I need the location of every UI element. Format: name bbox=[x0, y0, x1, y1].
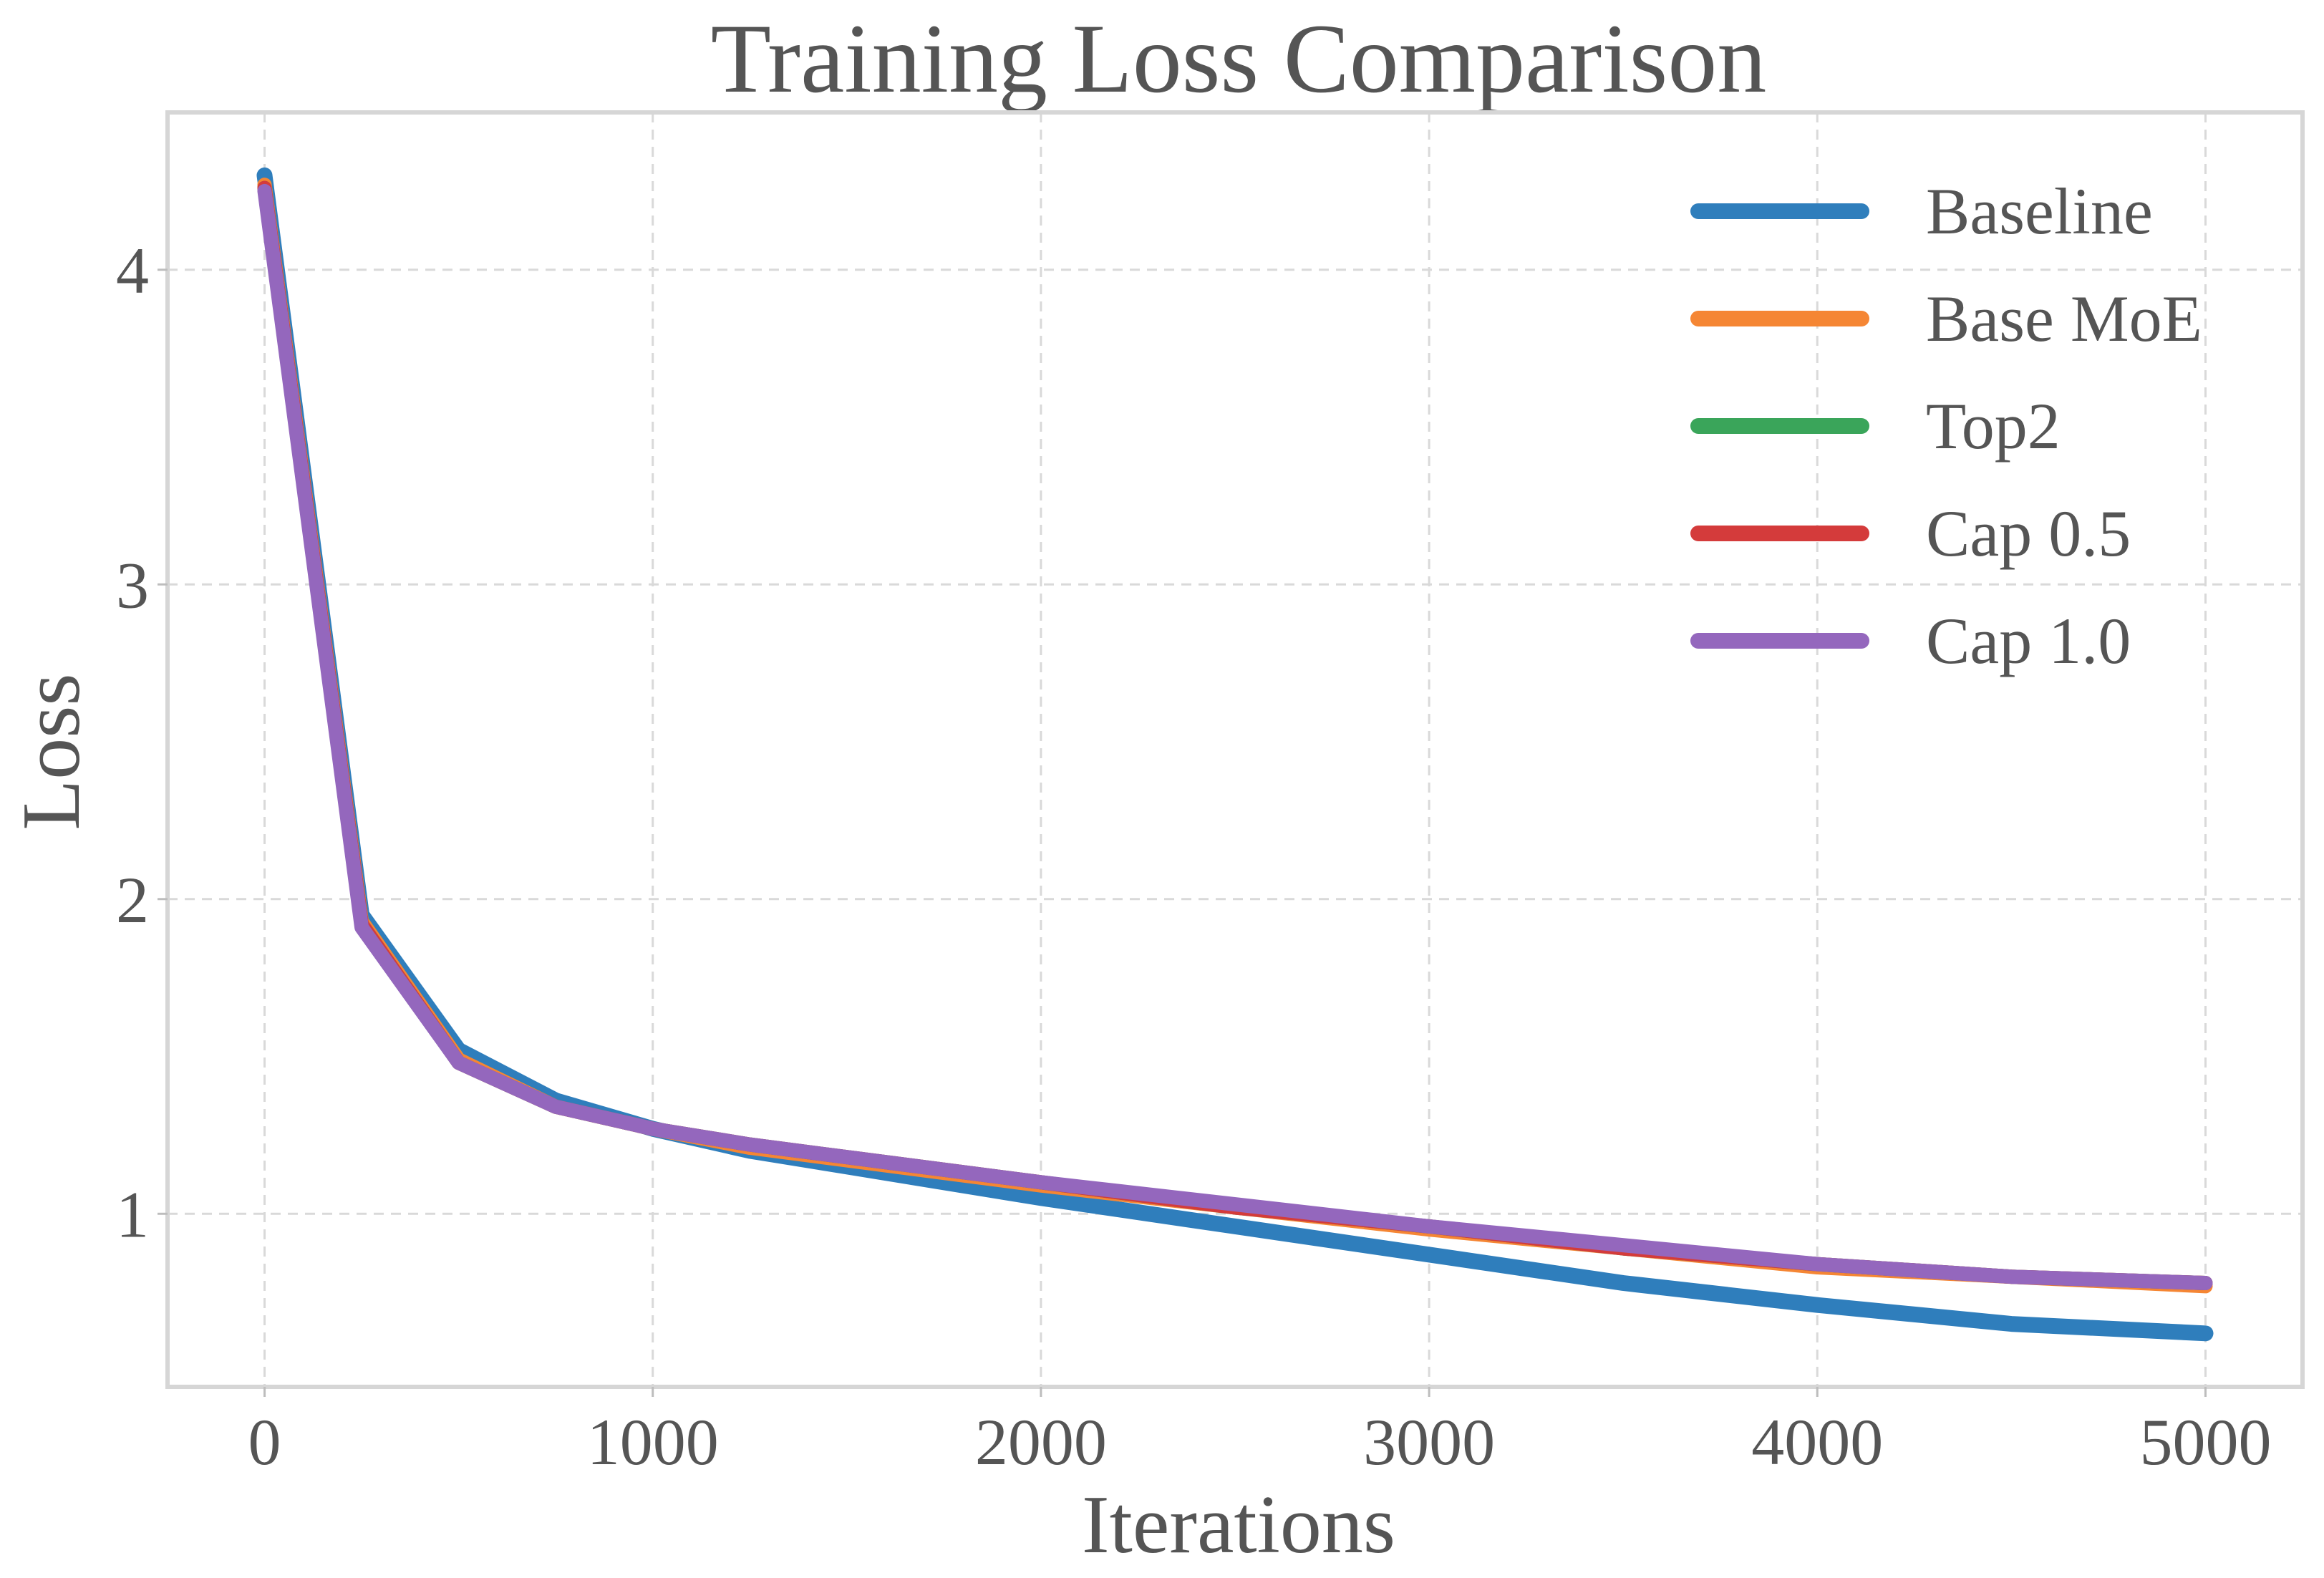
plot-frame bbox=[165, 110, 2305, 1389]
legend-label-base-moe: Base MoE bbox=[1926, 282, 2202, 355]
legend-label-cap-1-0: Cap 1.0 bbox=[1926, 604, 2131, 677]
x-tick-label: 3000 bbox=[1363, 1405, 1495, 1478]
series-line-base-moe bbox=[257, 178, 2213, 1294]
x-axis-label: Iterations bbox=[1082, 1479, 1395, 1571]
x-tick-label: 4000 bbox=[1751, 1405, 1883, 1478]
y-tick-label: 2 bbox=[116, 863, 149, 936]
axis-ticks: 0 1000 2000 3000 4000 5000 1 2 3 4 bbox=[116, 234, 2271, 1478]
x-tick-label: 1000 bbox=[587, 1405, 719, 1478]
x-tick-label: 5000 bbox=[2139, 1405, 2271, 1478]
y-axis-label: Loss bbox=[6, 673, 97, 830]
chart-title: Training Loss Comparison bbox=[711, 4, 1767, 113]
x-tick-label: 2000 bbox=[975, 1405, 1107, 1478]
x-tick-label: 0 bbox=[248, 1405, 281, 1478]
legend-label-baseline: Baseline bbox=[1926, 175, 2153, 248]
y-tick-label: 4 bbox=[116, 234, 149, 307]
legend: Baseline Base MoE Top2 Cap 0.5 Cap 1.0 bbox=[1690, 175, 2202, 677]
series-lines bbox=[256, 167, 2214, 1342]
legend-label-top2: Top2 bbox=[1926, 389, 2061, 463]
legend-label-cap-0-5: Cap 0.5 bbox=[1926, 497, 2131, 570]
series-line-top2 bbox=[257, 180, 2213, 1290]
series-line-cap-0-5 bbox=[257, 180, 2213, 1290]
series-line-cap-1-0 bbox=[257, 183, 2213, 1290]
y-tick-label: 1 bbox=[116, 1178, 149, 1251]
y-tick-label: 3 bbox=[116, 548, 149, 621]
series-line-baseline bbox=[256, 167, 2214, 1342]
